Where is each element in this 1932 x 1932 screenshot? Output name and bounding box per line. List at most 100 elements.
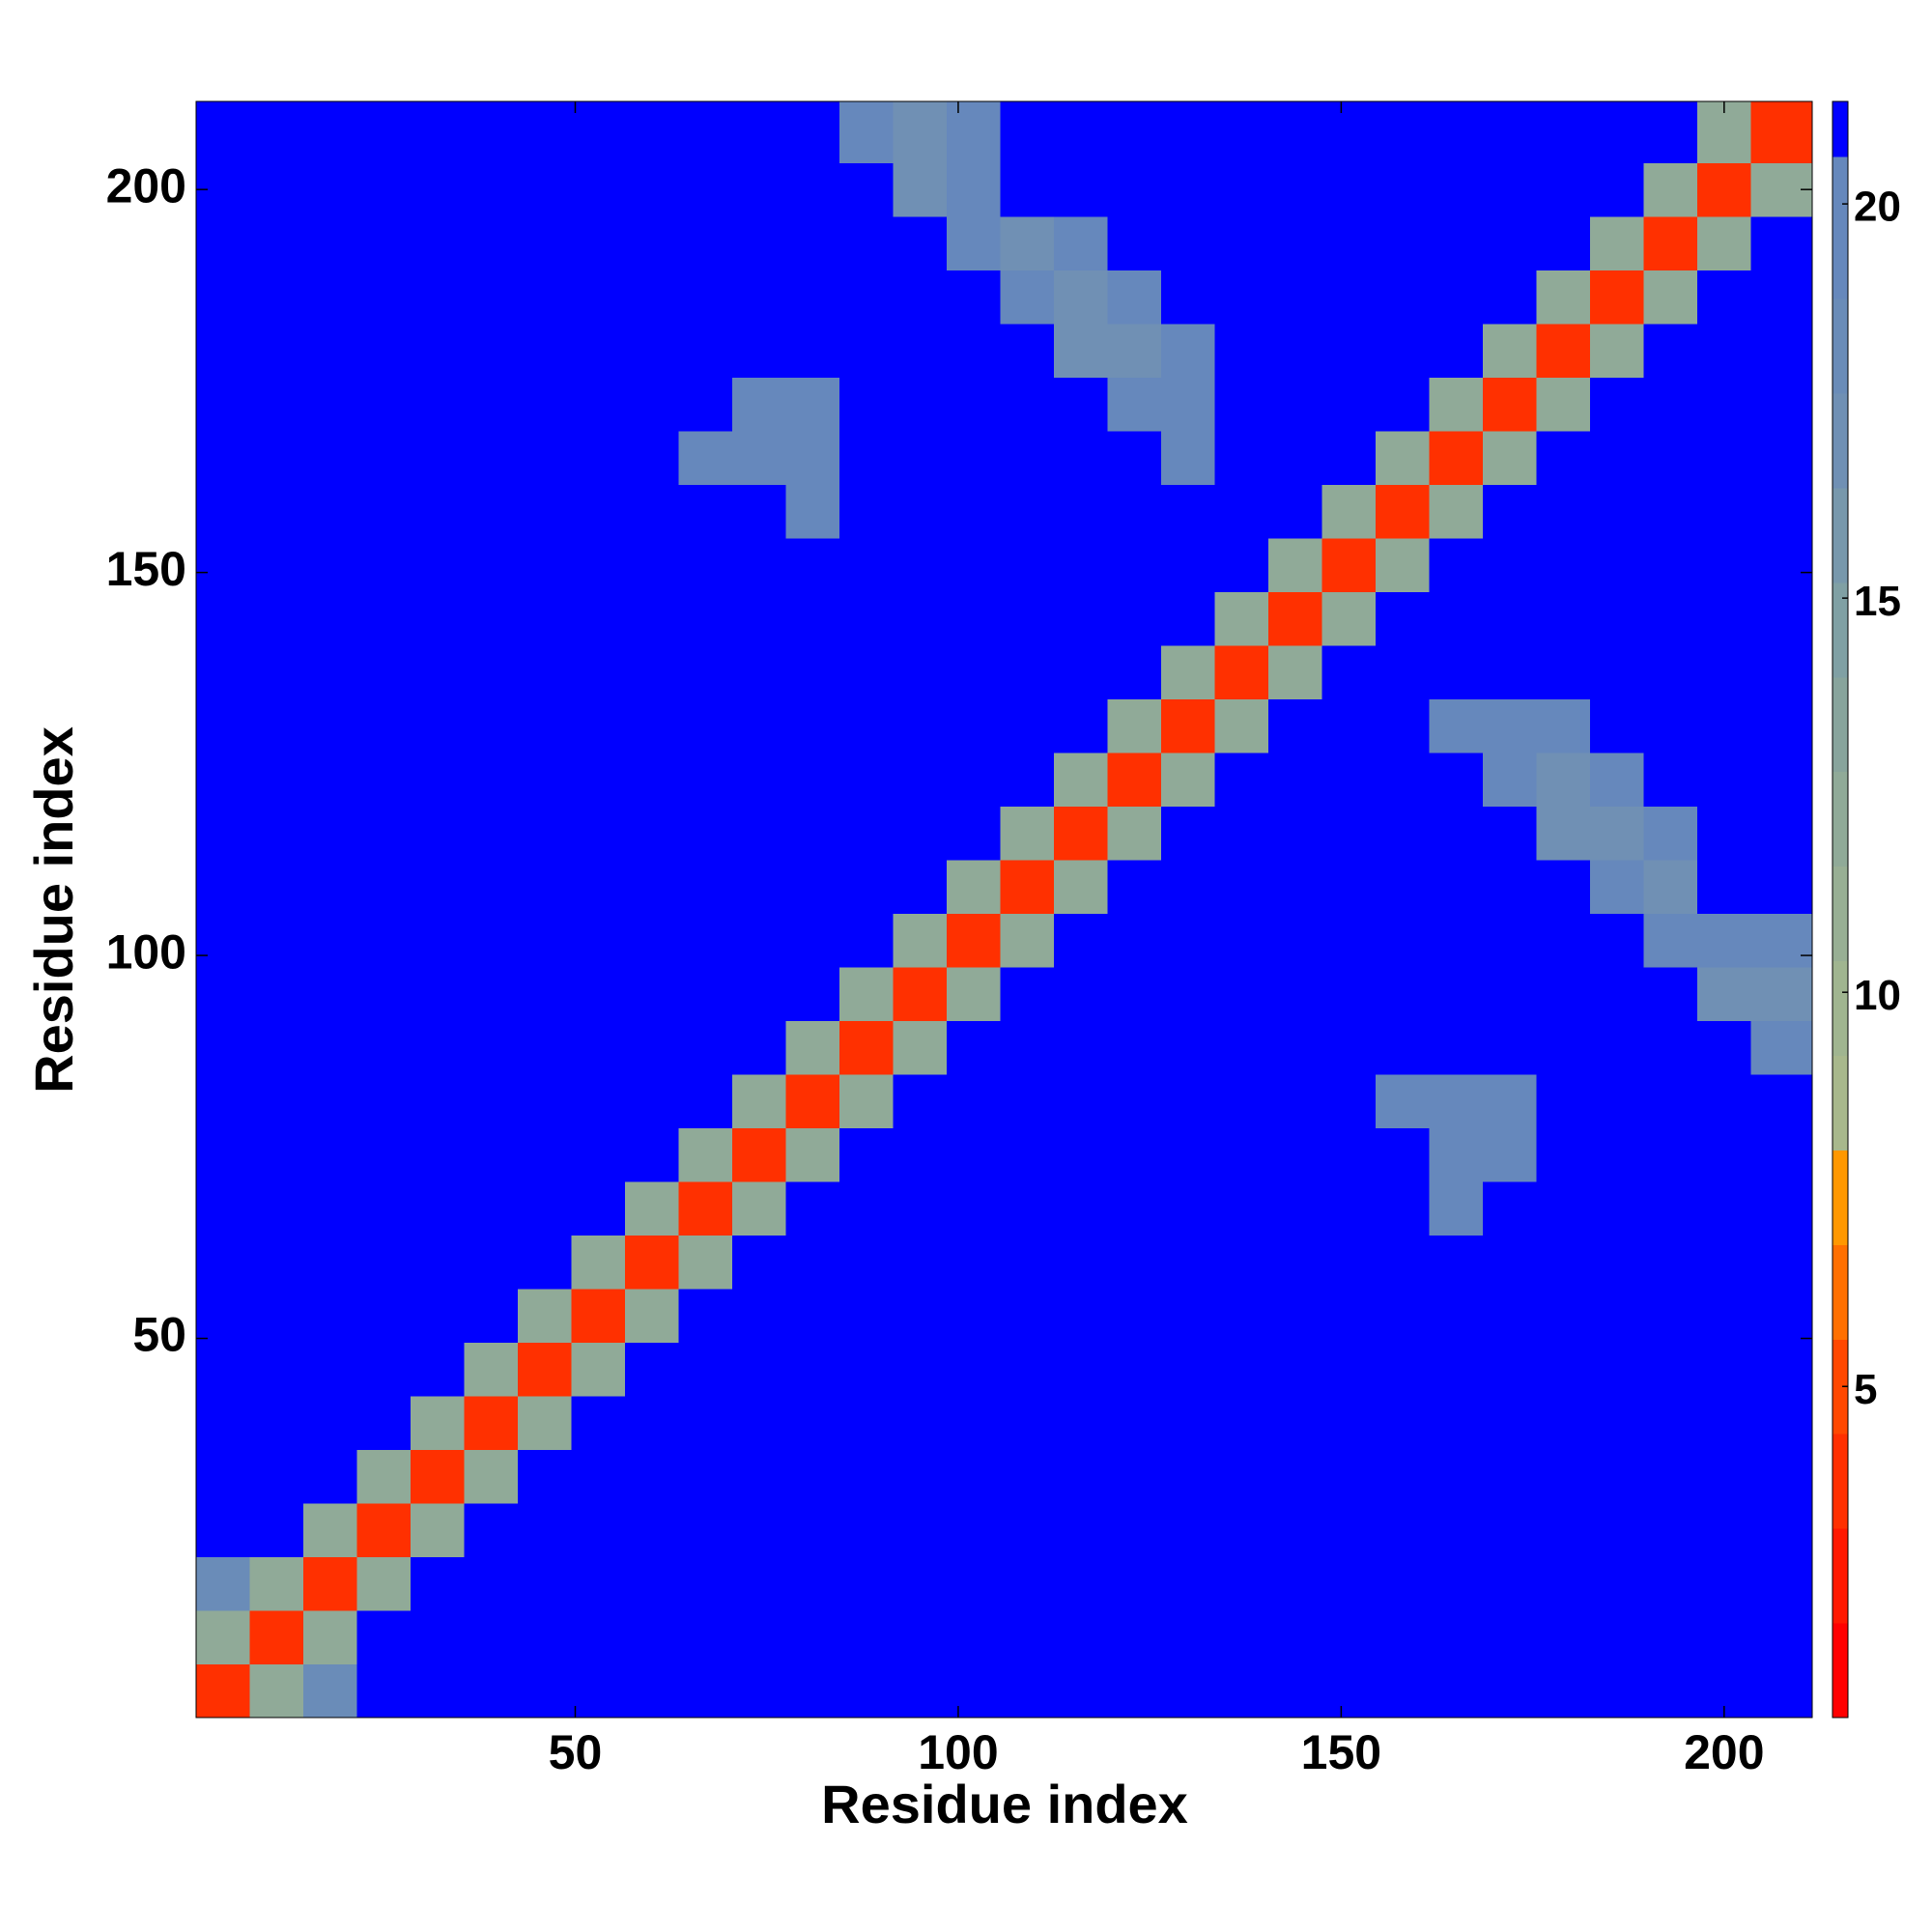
heatmap-cell xyxy=(1321,215,1377,270)
heatmap-cell xyxy=(1268,162,1323,217)
heatmap-cell xyxy=(1750,591,1813,646)
heatmap-cell xyxy=(947,1127,1002,1182)
heatmap-cell xyxy=(518,270,573,325)
heatmap-cell xyxy=(947,323,1002,378)
heatmap-cell xyxy=(1107,1073,1162,1128)
heatmap-cell xyxy=(571,377,626,432)
heatmap-cell xyxy=(1321,1556,1377,1611)
heatmap-cell xyxy=(196,377,251,432)
heatmap-cell xyxy=(1643,1127,1698,1182)
heatmap-cell xyxy=(411,859,466,914)
heatmap-cell xyxy=(1107,537,1162,592)
heatmap-cell xyxy=(1054,484,1109,539)
y-tick-label: 150 xyxy=(106,542,186,596)
heatmap-cell xyxy=(249,1502,304,1557)
heatmap-cell xyxy=(518,1502,573,1557)
heatmap-cell xyxy=(839,591,895,646)
heatmap-cell xyxy=(1429,1288,1484,1343)
heatmap-cell xyxy=(464,1663,519,1719)
heatmap-cell xyxy=(464,591,519,646)
heatmap-cell xyxy=(678,323,733,378)
heatmap-cell xyxy=(1376,1449,1431,1504)
heatmap-cell xyxy=(1107,323,1162,378)
heatmap-cell xyxy=(893,1449,948,1504)
heatmap-cell xyxy=(356,101,412,163)
heatmap-cell xyxy=(356,162,412,217)
heatmap-cell xyxy=(785,1609,840,1664)
heatmap-cell xyxy=(1483,215,1538,270)
heatmap-cell xyxy=(411,1180,466,1236)
heatmap-cell xyxy=(1000,913,1055,968)
heatmap-cell xyxy=(1590,484,1645,539)
heatmap-cell xyxy=(947,859,1002,914)
heatmap-cell xyxy=(411,1502,466,1557)
heatmap-cell xyxy=(678,1502,733,1557)
heatmap-cell xyxy=(1107,1609,1162,1664)
heatmap-cell xyxy=(785,1449,840,1504)
heatmap-cell xyxy=(571,913,626,968)
heatmap-cell xyxy=(1268,270,1323,325)
heatmap-cell xyxy=(1054,430,1109,485)
heatmap-cell xyxy=(947,101,1002,163)
heatmap-cell xyxy=(1214,1180,1269,1236)
heatmap-cell xyxy=(1161,1235,1216,1290)
heatmap-cell xyxy=(196,1449,251,1504)
heatmap-cell xyxy=(464,1556,519,1611)
heatmap-cell xyxy=(1321,484,1377,539)
heatmap-cell xyxy=(1161,913,1216,968)
heatmap-cell xyxy=(1107,484,1162,539)
heatmap-cell xyxy=(839,323,895,378)
heatmap-cell xyxy=(1000,1180,1055,1236)
heatmap-cell xyxy=(1483,1020,1538,1075)
heatmap-cell xyxy=(785,323,840,378)
heatmap-cell xyxy=(732,859,787,914)
heatmap-cell xyxy=(1643,859,1698,914)
heatmap-cell xyxy=(1161,1288,1216,1343)
heatmap-cell xyxy=(893,1180,948,1236)
heatmap-cell xyxy=(839,377,895,432)
heatmap-cell xyxy=(625,1235,680,1290)
heatmap-cell xyxy=(839,966,895,1021)
heatmap-cell xyxy=(1750,1395,1813,1450)
heatmap-cell xyxy=(1483,1235,1538,1290)
heatmap-cell xyxy=(464,1020,519,1075)
heatmap-cell xyxy=(1643,1502,1698,1557)
heatmap-cell xyxy=(571,1288,626,1343)
heatmap-cell xyxy=(839,1609,895,1664)
heatmap-cell xyxy=(893,698,948,753)
heatmap-cell xyxy=(196,1235,251,1290)
heatmap-cell xyxy=(411,101,466,163)
heatmap-cell xyxy=(1483,644,1538,699)
heatmap-cell xyxy=(1000,1502,1055,1557)
heatmap-cell xyxy=(839,806,895,861)
heatmap-cell xyxy=(1697,537,1752,592)
heatmap-cell xyxy=(678,591,733,646)
heatmap-cell xyxy=(518,913,573,968)
heatmap-cell xyxy=(732,913,787,968)
heatmap-cell xyxy=(1697,913,1752,968)
heatmap-cell xyxy=(1054,323,1109,378)
heatmap-cell xyxy=(1590,430,1645,485)
heatmap-cell xyxy=(303,1556,358,1611)
heatmap-cell xyxy=(1054,1449,1109,1504)
heatmap-cell xyxy=(1376,591,1431,646)
heatmap-cell xyxy=(303,1180,358,1236)
heatmap-cell xyxy=(1268,1180,1323,1236)
heatmap-cell xyxy=(1268,806,1323,861)
heatmap-cell xyxy=(1214,1449,1269,1504)
heatmap-cell xyxy=(1321,1502,1377,1557)
heatmap-cell xyxy=(1321,1342,1377,1397)
heatmap-cell xyxy=(1321,1609,1377,1664)
heatmap-cell xyxy=(356,323,412,378)
heatmap-cell xyxy=(785,537,840,592)
heatmap-cell xyxy=(1161,323,1216,378)
heatmap-cell xyxy=(625,1395,680,1450)
heatmap-cell xyxy=(196,1342,251,1397)
heatmap-cell xyxy=(411,162,466,217)
heatmap-cell xyxy=(518,1235,573,1290)
heatmap-cell xyxy=(625,752,680,807)
heatmap-cell xyxy=(411,1020,466,1075)
heatmap-cell xyxy=(839,537,895,592)
heatmap-cell xyxy=(1750,806,1813,861)
heatmap-cell xyxy=(1643,101,1698,163)
